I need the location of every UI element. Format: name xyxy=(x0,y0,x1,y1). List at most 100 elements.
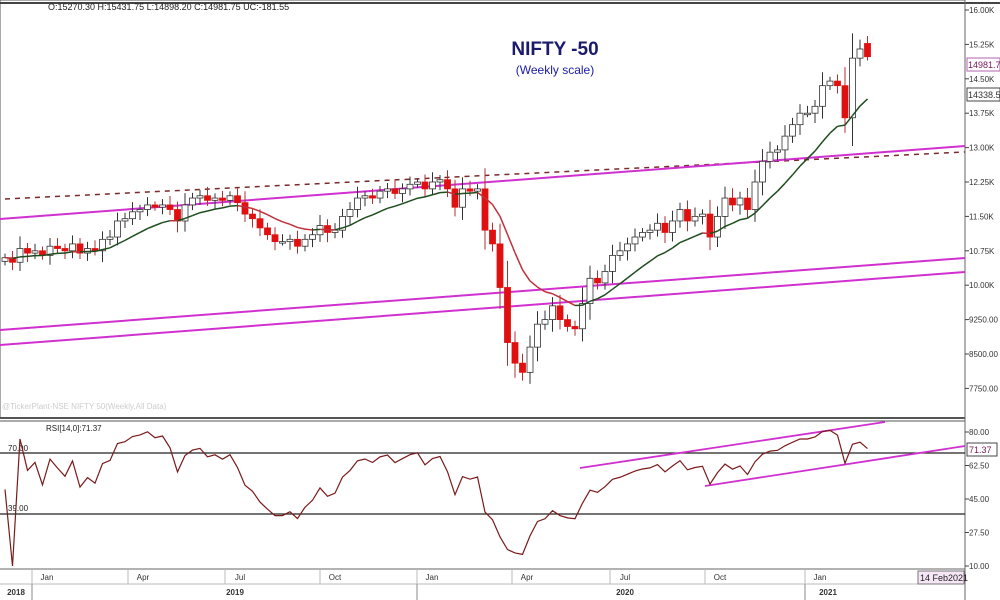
ma-segment xyxy=(184,214,193,220)
rsi-value-box xyxy=(966,442,998,457)
candle-body xyxy=(376,190,384,199)
ma-segment xyxy=(237,204,246,208)
candle-body xyxy=(684,209,691,222)
ma-segment xyxy=(664,247,673,254)
ma-segment xyxy=(454,192,463,195)
candle-body xyxy=(421,181,429,190)
ma-segment xyxy=(589,298,598,303)
candle-body xyxy=(564,319,571,327)
candle-body xyxy=(541,319,549,325)
ma-segment xyxy=(207,208,216,212)
price-tick-label: 15.25K xyxy=(969,40,995,49)
ma-segment xyxy=(27,254,36,258)
date-box xyxy=(917,570,965,585)
ma-segment xyxy=(342,224,351,229)
ma-segment xyxy=(491,204,501,217)
ma-segment xyxy=(12,256,21,260)
candle-body xyxy=(826,80,834,87)
candle-body xyxy=(144,204,151,210)
year-label: 2018 xyxy=(7,588,25,597)
watermark: @TickerPlant-NSE NIFTY 50(Weekly,All Dat… xyxy=(2,402,167,411)
rsi-polyline xyxy=(4,429,868,567)
rsi-line xyxy=(4,429,868,567)
ma-segment xyxy=(222,205,231,209)
candle-body xyxy=(571,326,579,330)
ma-segment xyxy=(42,253,51,257)
candle-body xyxy=(241,202,249,215)
rsi-tick-label: 27.50 xyxy=(969,529,990,538)
candle-body xyxy=(391,188,399,194)
ma-segment xyxy=(806,150,816,160)
candle-body xyxy=(789,124,796,137)
candle-body xyxy=(361,195,369,199)
rsi-tick-label: 45.00 xyxy=(969,495,990,504)
ma-segment xyxy=(274,217,283,223)
ma-segment xyxy=(769,190,779,199)
candle-body xyxy=(204,195,211,201)
ohlc-readout: O:15270.30 H:15431.75 L:14898.20 C:14981… xyxy=(48,2,289,12)
candle-body xyxy=(466,188,474,192)
month-label: Jan xyxy=(41,573,54,582)
candle-body xyxy=(489,229,496,245)
candle-body xyxy=(751,181,759,210)
lower-channel-line-1 xyxy=(0,257,966,331)
ma-segment xyxy=(199,210,208,214)
price-tick-label: 13.00K xyxy=(969,144,995,153)
ma-segment xyxy=(672,241,681,249)
ma-segment xyxy=(776,182,786,192)
rsi-axis: 80.00 62.50 45.00 27.50 10.00 xyxy=(965,428,990,571)
candle-body xyxy=(706,213,714,238)
ma-segment xyxy=(619,277,628,285)
ma-segment xyxy=(529,280,538,288)
ma-segment xyxy=(297,226,306,230)
rsi-tick-label: 10.00 xyxy=(969,562,990,571)
ma-segment xyxy=(154,221,163,227)
candle-body xyxy=(219,197,226,201)
candle-body xyxy=(24,248,31,254)
candle-body xyxy=(781,135,789,151)
ma-segment xyxy=(597,294,606,300)
chart-title: NIFTY -50 xyxy=(511,39,598,60)
candle-body xyxy=(61,248,69,252)
close-price-label: 14981.7 xyxy=(968,60,1000,70)
close-price-box xyxy=(966,57,1000,72)
candle-body xyxy=(556,305,564,320)
candle-body xyxy=(294,238,301,247)
price-tick-label: 10.00K xyxy=(969,281,995,290)
time-axis: Jan Apr Jul Oct Jan Apr Jul Oct Jan 2018 2019 2020 2… xyxy=(7,569,837,600)
candle-body xyxy=(549,305,556,320)
ma-segment xyxy=(304,228,313,231)
ma-segment xyxy=(289,223,298,229)
ma-segment xyxy=(657,251,666,257)
candle-body xyxy=(54,245,61,249)
candle-body xyxy=(354,197,361,210)
candle-body xyxy=(279,241,286,244)
price-tick-label: 14.50K xyxy=(969,75,995,84)
ma-segment xyxy=(364,214,373,219)
price-tick-label: 7750.00 xyxy=(969,384,998,393)
candle-body xyxy=(414,181,421,185)
month-label: Jul xyxy=(235,573,245,582)
candle-body xyxy=(384,188,391,192)
candle-body xyxy=(301,238,309,247)
ma-segment xyxy=(732,219,741,225)
ma-segment xyxy=(409,197,418,202)
candle-body xyxy=(406,183,414,190)
candle-body xyxy=(474,188,481,192)
month-label: Jul xyxy=(620,573,630,582)
ma-segment xyxy=(447,191,456,195)
candle-body xyxy=(166,204,174,210)
rsi-70-label: 70.00 xyxy=(8,444,29,453)
candle-body xyxy=(369,195,376,199)
year-label: 2021 xyxy=(819,588,837,597)
rsi-value-label: 71.37 xyxy=(969,445,992,455)
ma-segment xyxy=(357,217,366,223)
candle-body xyxy=(864,43,871,58)
price-tick-label: 13.75K xyxy=(969,109,995,118)
candle-body xyxy=(526,346,534,373)
ma-segment xyxy=(567,300,576,307)
candle-body xyxy=(519,362,526,373)
candle-body xyxy=(834,80,841,87)
month-label: Jan xyxy=(814,573,827,582)
